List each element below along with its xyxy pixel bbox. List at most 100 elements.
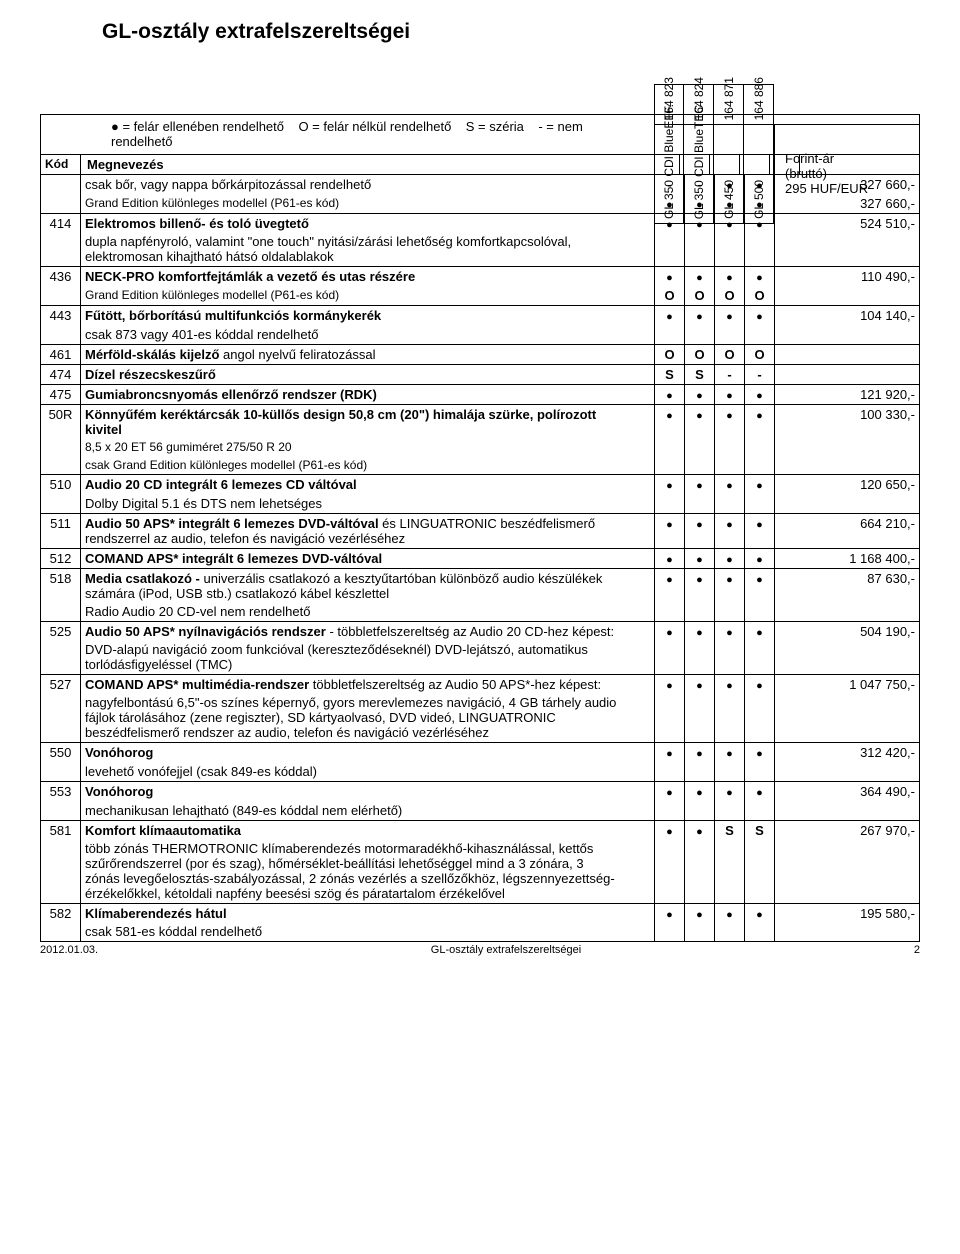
option-code: 511: [41, 514, 81, 549]
option-code: 518: [41, 569, 81, 622]
availability-mark: [745, 405, 775, 457]
option-price: 664 210,-: [775, 514, 920, 549]
footer-date: 2012.01.03.: [40, 944, 98, 956]
option-price: 1 047 750,-: [775, 675, 920, 743]
option-name: Audio 50 APS* nyílnavigációs rendszer - …: [81, 622, 655, 675]
availability-mark: [745, 514, 775, 549]
availability-mark: [745, 549, 775, 569]
availability-mark: O: [715, 286, 745, 306]
option-price: 120 650,-: [775, 475, 920, 495]
availability-mark: S: [655, 365, 685, 385]
availability-mark: [685, 801, 715, 821]
availability-mark: [685, 405, 715, 457]
option-price: [775, 345, 920, 365]
option-price: 504 190,-: [775, 622, 920, 675]
option-price: 267 970,-: [775, 821, 920, 904]
option-name: Dízel részecskeszűrő: [81, 365, 655, 385]
availability-mark: [745, 782, 775, 802]
option-price: 87 630,-: [775, 569, 920, 622]
availability-mark: [685, 821, 715, 904]
table-row: csak Grand Edition különleges modellel (…: [41, 456, 920, 475]
availability-mark: O: [715, 345, 745, 365]
availability-mark: [715, 622, 745, 675]
table-row: csak 873 vagy 401-es kóddal rendelhető: [41, 325, 920, 345]
header-name: Megnevezés: [81, 155, 679, 174]
footer-title: GL-osztály extrafelszereltségei: [431, 944, 581, 956]
option-name: NECK-PRO komfortfejtámlák a vezető és ut…: [81, 267, 655, 287]
option-code: [41, 494, 81, 514]
option-code: 512: [41, 549, 81, 569]
availability-mark: [655, 549, 685, 569]
option-name: levehető vonófejjel (csak 849-es kóddal): [81, 762, 655, 782]
option-code: 525: [41, 622, 81, 675]
availability-mark: -: [715, 365, 745, 385]
option-code: [41, 456, 81, 475]
table-row: levehető vonófejjel (csak 849-es kóddal): [41, 762, 920, 782]
option-name: Gumiabroncsnyomás ellenőrző rendszer (RD…: [81, 385, 655, 405]
option-name: Vonóhorog: [81, 743, 655, 763]
availability-mark: [685, 762, 715, 782]
availability-mark: [745, 325, 775, 345]
option-code: 474: [41, 365, 81, 385]
option-code: 582: [41, 904, 81, 942]
availability-mark: [715, 801, 745, 821]
options-table: csak bőr, vagy nappa bőrkárpitozással re…: [40, 175, 920, 942]
availability-mark: [655, 762, 685, 782]
availability-mark: [745, 743, 775, 763]
option-name: Grand Edition különleges modellel (P61-e…: [81, 286, 655, 306]
availability-mark: [655, 743, 685, 763]
availability-mark: [715, 405, 745, 457]
availability-mark: [715, 494, 745, 514]
availability-mark: [685, 456, 715, 475]
availability-mark: [685, 494, 715, 514]
availability-mark: [685, 514, 715, 549]
availability-mark: O: [745, 286, 775, 306]
page-title: GL-osztály extrafelszereltségei: [102, 20, 920, 44]
option-code: 414: [41, 214, 81, 267]
availability-mark: [745, 385, 775, 405]
table-row: 436NECK-PRO komfortfejtámlák a vezető és…: [41, 267, 920, 287]
option-price: [775, 494, 920, 514]
availability-mark: [685, 743, 715, 763]
availability-mark: O: [685, 286, 715, 306]
availability-mark: [655, 385, 685, 405]
availability-mark: [685, 475, 715, 495]
table-row: 550Vonóhorog312 420,-: [41, 743, 920, 763]
availability-mark: O: [655, 345, 685, 365]
availability-mark: O: [745, 345, 775, 365]
option-code: 510: [41, 475, 81, 495]
table-row: 475Gumiabroncsnyomás ellenőrző rendszer …: [41, 385, 920, 405]
availability-mark: [655, 904, 685, 942]
option-name: Dolby Digital 5.1 és DTS nem lehetséges: [81, 494, 655, 514]
option-name: Mérföld-skálás kijelző angol nyelvű feli…: [81, 345, 655, 365]
option-price: [775, 365, 920, 385]
legend-text: ● = felár ellenében rendelhető O = felár…: [111, 119, 589, 149]
availability-mark: [655, 494, 685, 514]
table-row: 50RKönnyűfém keréktárcsák 10-küllős desi…: [41, 405, 920, 457]
availability-mark: [685, 675, 715, 743]
availability-mark: [745, 494, 775, 514]
table-row: 512COMAND APS* integrált 6 lemezes DVD-v…: [41, 549, 920, 569]
price-header-line2: (bruttó): [785, 166, 909, 181]
availability-mark: [715, 267, 745, 287]
option-code: [41, 801, 81, 821]
availability-mark: [745, 456, 775, 475]
option-name: Komfort klímaautomatika több zónás THERM…: [81, 821, 655, 904]
table-row: 461Mérföld-skálás kijelző angol nyelvű f…: [41, 345, 920, 365]
availability-mark: [655, 325, 685, 345]
option-name: COMAND APS* multimédia-rendszer többletf…: [81, 675, 655, 743]
availability-mark: [685, 549, 715, 569]
option-price: 364 490,-: [775, 782, 920, 802]
option-code: [41, 325, 81, 345]
availability-mark: -: [745, 365, 775, 385]
option-code: 50R: [41, 405, 81, 457]
option-name: mechanikusan lehajtható (849-es kóddal n…: [81, 801, 655, 821]
availability-mark: O: [655, 286, 685, 306]
option-code: 461: [41, 345, 81, 365]
availability-mark: [745, 306, 775, 326]
table-row: Grand Edition különleges modellel (P61-e…: [41, 286, 920, 306]
availability-mark: S: [685, 365, 715, 385]
option-price: 121 920,-: [775, 385, 920, 405]
option-price: [775, 325, 920, 345]
option-name: COMAND APS* integrált 6 lemezes DVD-vált…: [81, 549, 655, 569]
